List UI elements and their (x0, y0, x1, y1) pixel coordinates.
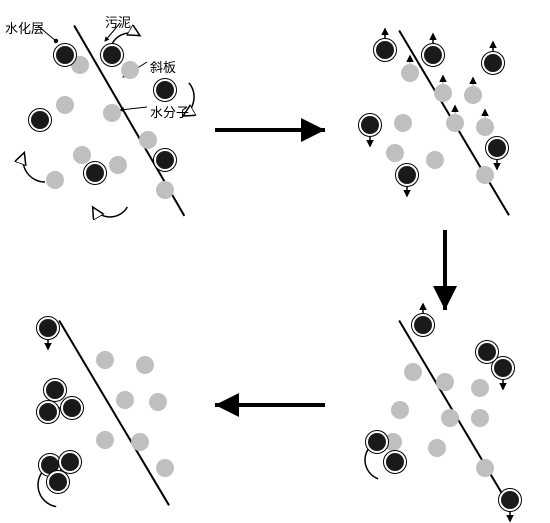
sludge-particle (376, 41, 394, 59)
sludge-particle (56, 46, 74, 64)
panel-p1 (10, 15, 205, 220)
water-molecule (471, 409, 489, 427)
sludge-particle (414, 316, 432, 334)
water-molecule (476, 166, 494, 184)
sludge-particle (61, 453, 79, 471)
sludge-particle (386, 453, 404, 471)
diagram-root: 水化层污泥斜板水分子 (0, 0, 550, 523)
water-molecule (476, 118, 494, 136)
sludge-particle (156, 81, 174, 99)
sludge-particle (31, 111, 49, 129)
water-molecule (471, 379, 489, 397)
water-molecule (441, 409, 459, 427)
sludge-particle (39, 403, 57, 421)
panel-p3 (345, 310, 540, 520)
water-molecule (404, 363, 422, 381)
water-molecule (476, 459, 494, 477)
sludge-particle (488, 139, 506, 157)
sludge-particle (156, 151, 174, 169)
water-molecule (156, 459, 174, 477)
water-molecule (401, 64, 419, 82)
water-molecule (131, 433, 149, 451)
sludge-particle (501, 491, 519, 509)
sludge-particle (368, 433, 386, 451)
water-molecule (426, 151, 444, 169)
water-molecule (136, 356, 154, 374)
water-molecule (96, 351, 114, 369)
sludge-particle (398, 166, 416, 184)
sludge-particle (63, 399, 81, 417)
water-molecule (56, 96, 74, 114)
sludge-particle (484, 54, 502, 72)
water-molecule (139, 131, 157, 149)
water-molecule (73, 146, 91, 164)
panel-p2 (345, 15, 540, 220)
sludge-particle (86, 164, 104, 182)
water-molecule (464, 86, 482, 104)
sludge-particle (494, 359, 512, 377)
water-molecule (428, 439, 446, 457)
water-molecule (156, 181, 174, 199)
water-molecule (391, 401, 409, 419)
sludge-particle (46, 381, 64, 399)
sludge-particle (39, 319, 57, 337)
sludge-particle (424, 46, 442, 64)
water-molecule (434, 84, 452, 102)
water-molecule (103, 104, 121, 122)
water-molecule (386, 144, 404, 162)
water-molecule (96, 431, 114, 449)
water-molecule (436, 373, 454, 391)
sludge-particle (478, 343, 496, 361)
water-molecule (46, 171, 64, 189)
water-molecule (394, 114, 412, 132)
sludge-particle (49, 473, 67, 491)
sludge-particle (361, 116, 379, 134)
water-molecule (116, 391, 134, 409)
water-molecule (149, 393, 167, 411)
water-molecule (121, 61, 139, 79)
sludge-particle (103, 46, 121, 64)
water-molecule (109, 156, 127, 174)
water-molecule (446, 114, 464, 132)
panel-p4 (10, 310, 205, 520)
